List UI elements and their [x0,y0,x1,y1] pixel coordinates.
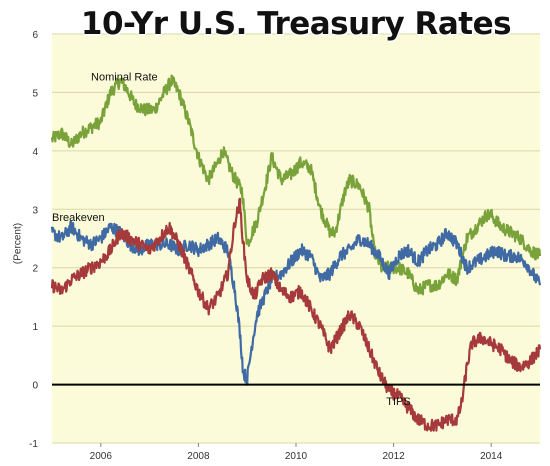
x-tick-label: 2010 [285,451,308,462]
series-label-1: Breakeven [52,212,105,224]
series-line-2 [50,197,542,432]
y-tick-label: 6 [32,30,38,41]
series-line-0 [50,74,542,296]
x-tick-label: 2014 [480,451,503,462]
series-label-2: TIPS [386,396,410,408]
x-tick-label: 2012 [382,451,405,462]
y-tick-label: 5 [32,88,38,99]
series-label-0: Nominal Rate [91,72,158,84]
y-tick-label: 2 [32,264,38,275]
series-labels: Nominal Rate Breakeven TIPS [52,72,411,408]
chart-title: 10-Yr U.S. Treasury Rates [80,6,512,42]
y-tick-label: 4 [32,147,38,158]
y-tick-label: 3 [32,205,38,216]
grid-lines [52,33,540,444]
x-tick-label: 2008 [187,451,210,462]
series-layer [50,74,542,432]
y-tick-label: 0 [32,381,38,392]
x-axis-ticks: 2006 2008 2010 2012 2014 [90,443,503,462]
y-tick-label: -1 [29,439,38,450]
y-axis-ticks: -1 0 1 2 3 4 5 6 [29,30,38,450]
x-tick-label: 2006 [90,451,113,462]
y-axis-label: (Percent) [12,222,24,265]
y-tick-label: 1 [32,322,38,333]
